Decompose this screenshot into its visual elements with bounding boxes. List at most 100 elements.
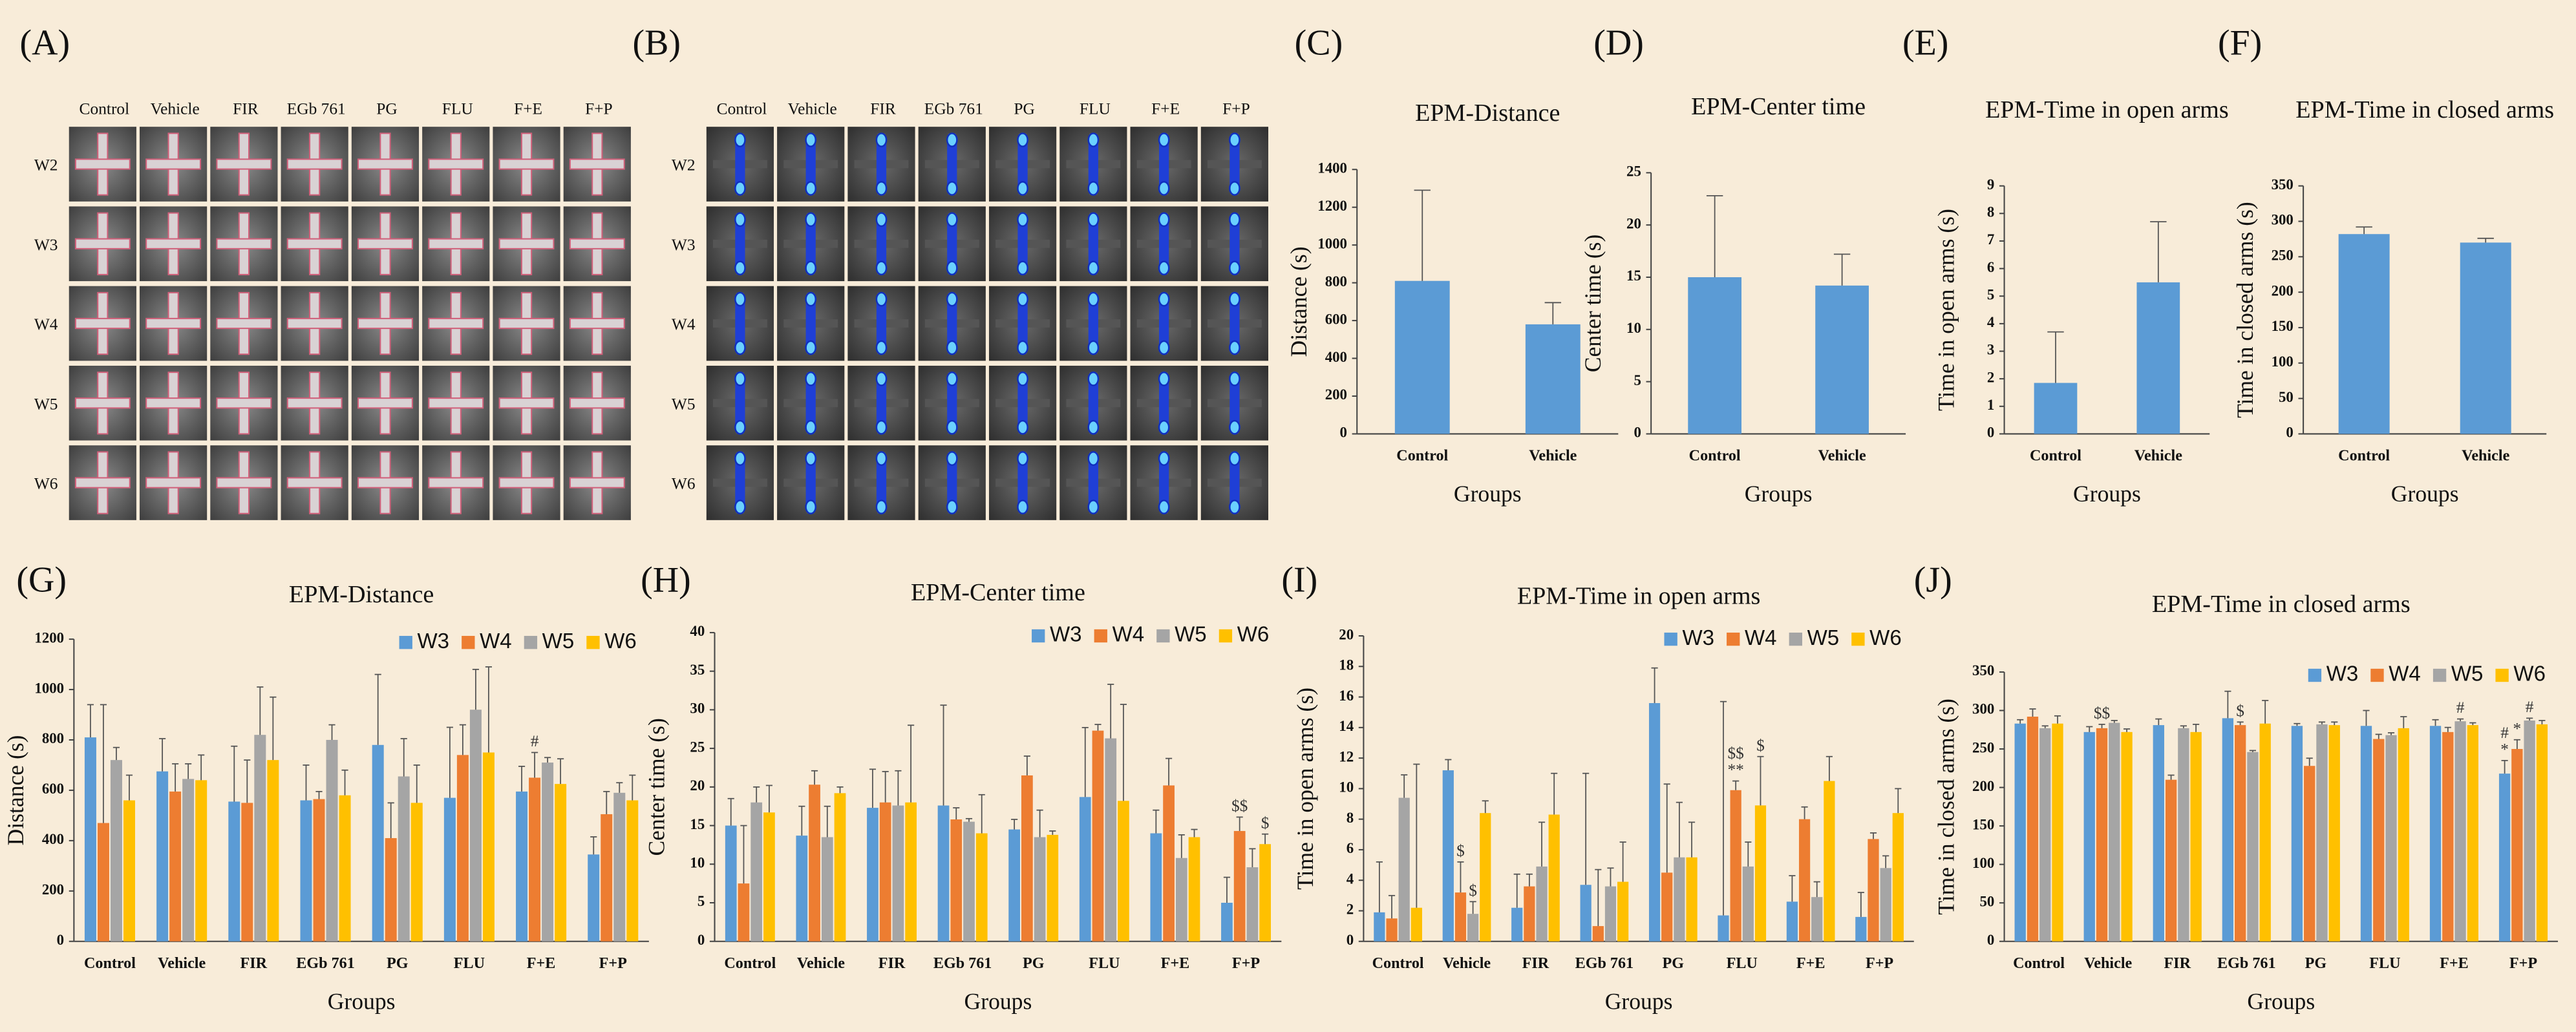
error-bar xyxy=(953,807,960,820)
legend-label: W3 xyxy=(1050,622,1082,646)
x-tick-label: PG xyxy=(1663,954,1685,972)
legend-swatch xyxy=(462,636,475,649)
track-hotspot xyxy=(805,132,817,147)
error-bar xyxy=(2501,759,2508,774)
y-tick-label: 9 xyxy=(1987,176,1994,193)
bar xyxy=(410,803,423,942)
error-bar xyxy=(2513,739,2520,750)
arm-horizontal xyxy=(286,238,343,249)
track-heat xyxy=(1088,295,1098,352)
bar xyxy=(1480,813,1491,942)
column-label: Control xyxy=(717,100,767,118)
arena-image xyxy=(1200,445,1269,520)
bar xyxy=(963,821,975,942)
track-heat xyxy=(947,375,957,431)
error-bar xyxy=(2167,774,2175,780)
error-bar xyxy=(172,763,179,792)
bar xyxy=(1233,830,1246,942)
bar xyxy=(84,737,96,942)
track-hotspot xyxy=(805,451,817,466)
error-bar xyxy=(1719,700,1727,916)
y-tick-label: 12 xyxy=(1339,748,1354,764)
bar xyxy=(2121,732,2133,942)
track-hotspot xyxy=(1017,212,1028,227)
track-hotspot xyxy=(805,500,817,514)
error-bar xyxy=(2249,750,2256,752)
error-bar xyxy=(315,790,323,799)
x-tick-label: Vehicle xyxy=(158,954,206,972)
x-tick-label: F+P xyxy=(2509,954,2537,972)
legend-item: W6 xyxy=(1219,622,1269,646)
arena-image xyxy=(563,365,631,441)
bar xyxy=(443,797,456,942)
track-hotspot xyxy=(1087,291,1100,307)
track-hotspot xyxy=(1158,132,1170,147)
bar xyxy=(2190,732,2202,942)
arm-horizontal xyxy=(145,158,202,170)
bar xyxy=(254,735,266,942)
bar xyxy=(2328,725,2340,942)
column-label: EGb 761 xyxy=(924,100,983,118)
y-tick-label: 18 xyxy=(1339,657,1354,673)
error-bar xyxy=(1049,830,1056,835)
error-bar xyxy=(1745,841,1752,867)
track-hotspot xyxy=(805,260,817,276)
y-tick-label: 0 xyxy=(2286,425,2293,441)
arm-horizontal xyxy=(357,238,413,249)
track-hotspot xyxy=(1017,419,1028,435)
bar xyxy=(2498,774,2511,942)
error-bar xyxy=(1551,772,1558,815)
error-bar xyxy=(869,768,877,808)
track-hotspot xyxy=(1158,291,1170,307)
error-bar xyxy=(1165,757,1173,786)
bar xyxy=(2291,726,2303,942)
track-hotspot xyxy=(946,260,958,276)
column-label: F+E xyxy=(1151,100,1180,118)
arena-image xyxy=(69,127,136,202)
y-tick-label: 16 xyxy=(1339,688,1354,704)
bar xyxy=(601,814,613,942)
bar xyxy=(2234,725,2246,942)
y-tick-label: 20 xyxy=(1339,626,1354,642)
column-label: EGb 761 xyxy=(287,100,346,118)
error-bar xyxy=(2387,732,2395,735)
bar xyxy=(2136,282,2180,434)
legend-swatch xyxy=(1727,632,1740,646)
bar xyxy=(2524,720,2535,942)
track-hotspot xyxy=(805,340,817,355)
column-label: F+P xyxy=(1222,100,1250,118)
bar xyxy=(1150,833,1162,942)
arm-horizontal xyxy=(569,238,625,249)
bar xyxy=(1467,914,1479,942)
arena-image xyxy=(918,365,986,441)
x-tick-label: EGb 761 xyxy=(933,954,992,972)
arm-horizontal xyxy=(569,158,625,170)
bar xyxy=(2027,717,2039,942)
bar xyxy=(879,802,891,942)
arena-image xyxy=(777,365,845,441)
error-bar xyxy=(590,836,597,855)
arena-image xyxy=(281,365,348,441)
y-tick-label: 200 xyxy=(2272,282,2294,299)
arena-image xyxy=(1059,445,1127,520)
error-bar xyxy=(2041,725,2049,728)
y-axis-label: Distance (s) xyxy=(3,735,28,845)
bar xyxy=(1661,872,1673,942)
track-hotspot xyxy=(1017,132,1028,147)
bar xyxy=(1786,901,1798,942)
column-label: F+E xyxy=(514,100,542,118)
arena-image xyxy=(493,206,560,282)
legend-item: W5 xyxy=(1156,622,1207,646)
annotation: # xyxy=(2526,698,2534,716)
track-hotspot xyxy=(734,500,746,514)
arena-image xyxy=(69,445,136,520)
x-axis-label: Groups xyxy=(2391,481,2459,507)
track-heat xyxy=(1088,455,1098,511)
arena-image xyxy=(422,445,490,520)
bar xyxy=(542,763,554,942)
bar xyxy=(2536,724,2548,942)
error-bar xyxy=(125,774,133,801)
error-bar xyxy=(1513,873,1520,908)
error-bar xyxy=(1153,809,1160,834)
row-label: W2 xyxy=(34,156,58,174)
